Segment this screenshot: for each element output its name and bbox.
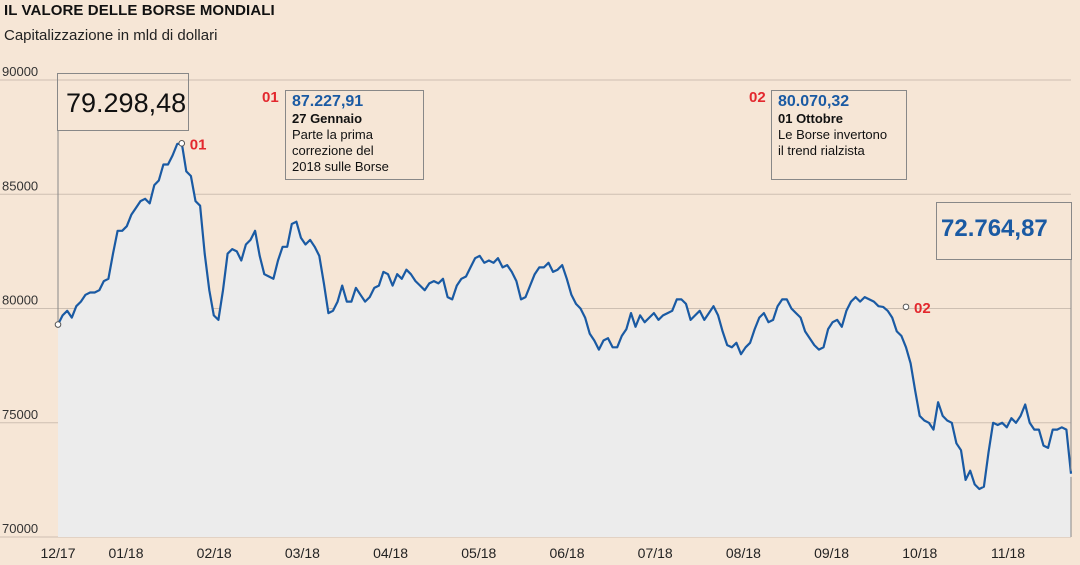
x-tick-label: 07/18	[638, 545, 673, 561]
data-marker	[54, 321, 62, 328]
y-tick-label: 70000	[2, 521, 38, 536]
annotation-02-date: 01 Ottobre	[778, 111, 844, 126]
annotation-01-number: 01	[262, 89, 279, 106]
annotation-02-number: 02	[749, 89, 766, 106]
annotation-01-text-2: correzione del	[292, 143, 374, 158]
annotation-02: 80.070,32 01 Ottobre Le Borse invertono …	[771, 90, 907, 180]
x-tick-label: 05/18	[461, 545, 496, 561]
marker-label: 01	[190, 136, 207, 153]
annotation-02-value: 80.070,32	[778, 93, 850, 110]
annotation-01-date: 27 Gennaio	[292, 111, 363, 126]
x-tick-label: 03/18	[285, 545, 320, 561]
series-line	[57, 142, 1073, 491]
y-tick-label: 85000	[2, 178, 38, 193]
x-tick-label: 12/17	[40, 545, 75, 561]
x-tick-label: 02/18	[197, 545, 232, 561]
annotation-02-text-2: il trend rialzista	[778, 143, 865, 158]
start-value: 79.298,48	[66, 88, 187, 118]
x-tick-label: 08/18	[726, 545, 761, 561]
annotation-02-text-1: Le Borse invertono	[778, 127, 888, 142]
markers: 01 02	[54, 131, 1072, 471]
data-marker	[902, 303, 910, 311]
x-tick-label: 04/18	[373, 545, 408, 561]
annotation-01: 87.227,91 27 Gennaio Parte la prima corr…	[285, 90, 424, 180]
data-marker	[178, 140, 186, 147]
x-axis: 12/17 01/18 02/18 03/18 04/18 05/18 06/18 07/18…	[40, 545, 1025, 561]
x-tick-label: 06/18	[549, 545, 584, 561]
y-tick-label: 75000	[2, 407, 38, 422]
start-value-box: 79.298,48	[57, 73, 189, 131]
annotation-01-value: 87.227,91	[292, 93, 364, 110]
end-value-box: 72.764,87	[936, 202, 1072, 260]
y-axis: 70000 75000 80000 85000 90000	[2, 64, 38, 536]
x-tick-label: 11/18	[991, 545, 1025, 561]
series-area	[58, 143, 1071, 538]
chart-subtitle: Capitalizzazione in mld di dollari	[4, 27, 218, 44]
chart-title: IL VALORE DELLE BORSE MONDIALI	[4, 2, 275, 19]
x-tick-label: 10/18	[902, 545, 937, 561]
x-tick-label: 01/18	[108, 545, 143, 561]
y-tick-label: 90000	[2, 64, 38, 79]
marker-label: 02	[914, 300, 931, 317]
annotation-01-text-1: Parte la prima	[292, 127, 373, 142]
end-value: 72.764,87	[941, 215, 1048, 242]
y-tick-label: 80000	[2, 293, 38, 308]
x-tick-label: 09/18	[814, 545, 849, 561]
annotation-01-text-3: 2018 sulle Borse	[292, 159, 389, 174]
